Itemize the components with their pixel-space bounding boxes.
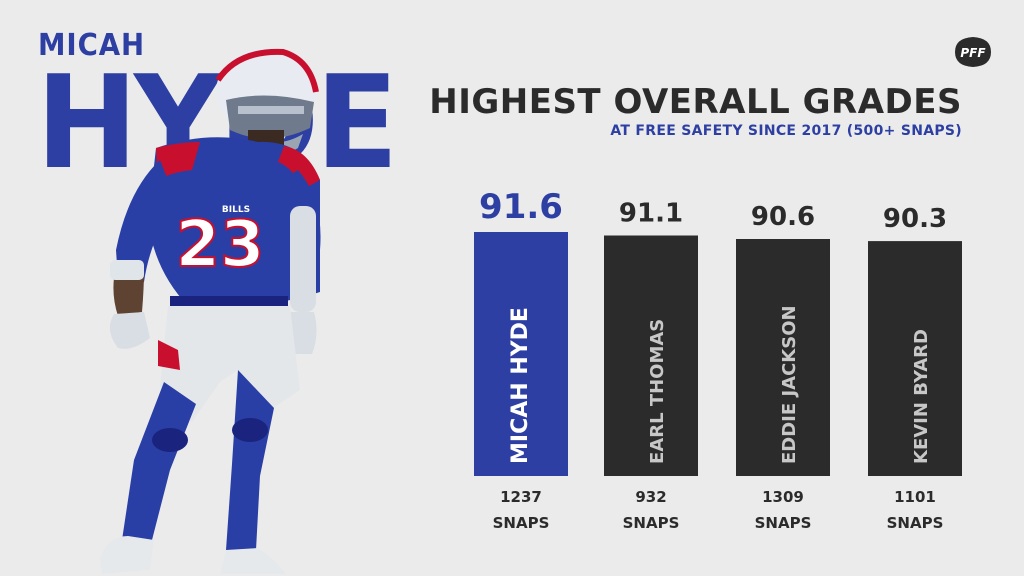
value-label: 90.6 — [751, 202, 815, 232]
chart-subtitle: AT FREE SAFETY SINCE 2017 (500+ SNAPS) — [610, 123, 962, 139]
bar-earl-thomas — [604, 235, 698, 476]
category-label: EARL THOMAS — [647, 319, 668, 464]
snaps-count: 932 — [635, 488, 666, 506]
player-first-name: MICAH — [38, 28, 146, 63]
jersey-number: 23 — [175, 208, 264, 282]
pff-logo-text: PFF — [960, 46, 986, 60]
pff-logo: PFF — [955, 37, 991, 67]
snaps-count: 1101 — [894, 488, 936, 506]
value-label: 91.6 — [479, 187, 563, 227]
bar-micah-hyde — [474, 232, 568, 476]
category-label: MICAH HYDE — [508, 307, 533, 464]
team-wordmark: BILLS — [222, 205, 250, 215]
snaps-count: 1237 — [500, 488, 542, 506]
category-label: KEVIN BYARD — [911, 329, 932, 464]
snaps-unit-label: SNAPS — [887, 514, 944, 532]
bar-kevin-byard — [868, 241, 962, 476]
snaps-unit-label: SNAPS — [493, 514, 550, 532]
player-illustration: 23 BILLS — [100, 48, 321, 574]
chart-title: HIGHEST OVERALL GRADES — [429, 82, 962, 122]
snaps-unit-label: SNAPS — [755, 514, 812, 532]
value-label: 91.1 — [619, 199, 683, 229]
snaps-count: 1309 — [762, 488, 804, 506]
bar-eddie-jackson — [736, 239, 830, 476]
category-label: EDDIE JACKSON — [779, 305, 800, 464]
value-label: 90.3 — [883, 204, 947, 234]
snaps-unit-label: SNAPS — [623, 514, 680, 532]
